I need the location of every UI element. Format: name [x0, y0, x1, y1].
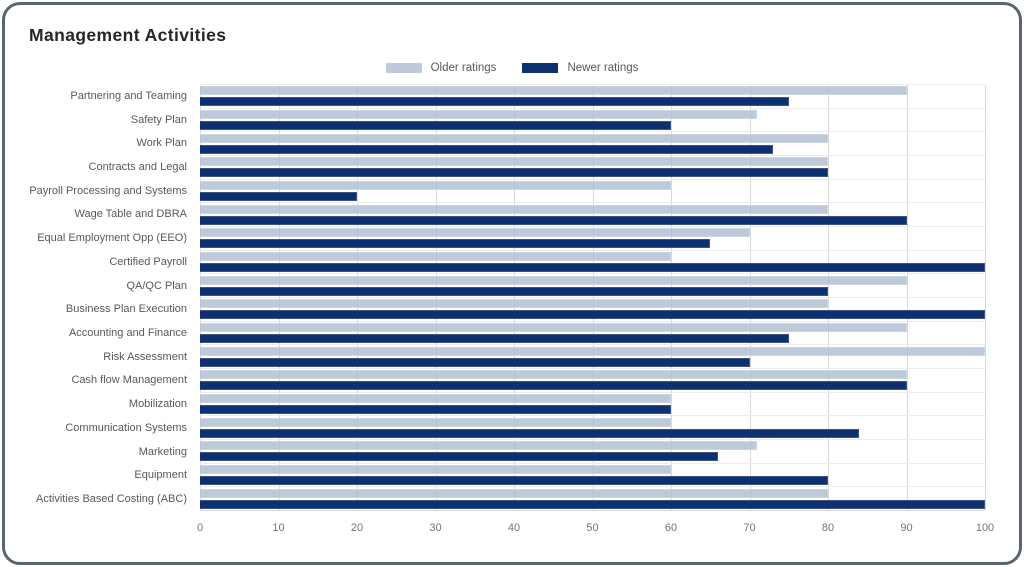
legend-swatch-newer: [522, 63, 559, 73]
category-label: Safety Plan: [130, 113, 187, 126]
bar-older: [200, 86, 907, 96]
category-label: Marketing: [138, 445, 187, 458]
gridline: [985, 85, 986, 510]
bar-older: [200, 370, 907, 380]
category-label: Cash flow Management: [71, 374, 187, 387]
bar-older: [200, 157, 828, 167]
x-tick-label: 70: [743, 522, 756, 534]
category-label: Equal Employment Opp (EEO): [37, 232, 187, 245]
category-label: Partnering and Teaming: [70, 89, 187, 102]
legend: Older ratings Newer ratings: [5, 62, 1019, 74]
category-label: Contracts and Legal: [88, 161, 187, 174]
bar-older: [200, 394, 671, 404]
category-label: Business Plan Execution: [65, 303, 187, 316]
bar-newer: [200, 310, 985, 320]
bar-newer: [200, 239, 711, 249]
x-axis: 0 10 20 30 40 50 60 70 80 90 100: [196, 516, 994, 536]
bar-older: [200, 181, 671, 191]
bar-newer: [200, 263, 985, 273]
bar-row: [200, 416, 985, 441]
bar-older: [200, 252, 671, 262]
bar-row: [200, 203, 985, 228]
bar-row: [200, 156, 985, 180]
category-label: Activities Based Costing (ABC): [36, 493, 187, 506]
x-tick-label: 10: [272, 522, 285, 534]
x-tick-label: 0: [196, 522, 204, 534]
x-tick-label: 100: [975, 522, 995, 534]
bar-newer: [200, 215, 907, 225]
bar-older: [200, 299, 828, 309]
legend-item-newer: Newer ratings: [522, 62, 638, 74]
bar-older: [200, 417, 671, 427]
bar-older: [200, 228, 750, 238]
bar-newer: [200, 476, 828, 486]
bar-older: [200, 488, 828, 498]
bar-newer: [200, 121, 671, 130]
bar-newer: [200, 286, 828, 296]
chart-title: Management Activities: [29, 25, 227, 45]
bar-row: [200, 85, 985, 109]
bar-newer: [200, 452, 719, 462]
category-label: Equipment: [134, 469, 187, 482]
legend-label: Older ratings: [430, 62, 497, 74]
bar-newer: [200, 168, 828, 178]
bar-newer: [200, 357, 750, 367]
bar-row: [200, 487, 985, 510]
bar-row: [200, 132, 985, 157]
category-label: Accounting and Finance: [68, 327, 187, 340]
bar-row: [200, 393, 985, 417]
bar-row: [200, 227, 985, 251]
bar-older: [200, 346, 985, 356]
bar-older: [200, 441, 758, 451]
x-tick-label: 20: [350, 522, 364, 534]
bar-row: [200, 440, 985, 464]
x-tick-label: 90: [900, 522, 913, 534]
x-tick-label: 60: [664, 522, 678, 534]
bar-rows: [200, 85, 985, 510]
x-tick-label: 80: [821, 522, 835, 534]
legend-swatch-older: [385, 63, 422, 73]
x-tick-label: 50: [586, 522, 599, 534]
bar-newer: [200, 381, 907, 391]
bar-newer: [200, 428, 860, 438]
bar-newer: [200, 405, 671, 415]
bar-newer: [200, 334, 789, 344]
category-label: Payroll Processing and Systems: [29, 184, 187, 197]
category-label: Communication Systems: [65, 421, 187, 434]
x-tick-label: 30: [429, 522, 442, 534]
category-label: Work Plan: [136, 137, 187, 150]
category-label: Mobilization: [128, 398, 187, 411]
x-tick-label: 40: [507, 522, 521, 534]
legend-item-older: Older ratings: [385, 62, 497, 74]
bar-row: [200, 109, 985, 133]
bar-older: [200, 204, 828, 214]
plot-area: [200, 84, 986, 511]
category-label: Risk Assessment: [103, 350, 187, 363]
bar-row: [200, 274, 985, 299]
legend-label: Newer ratings: [567, 62, 639, 74]
bar-older: [200, 275, 907, 285]
bar-newer: [200, 499, 985, 509]
bar-older: [200, 133, 828, 143]
bar-row: [200, 251, 985, 275]
bar-row: [200, 322, 985, 346]
category-label: Wage Table and DBRA: [74, 208, 187, 221]
bar-older: [200, 465, 671, 475]
category-labels: Partnering and Teaming Safety Plan Work Pl…: [5, 84, 194, 511]
bar-newer: [200, 97, 789, 107]
category-label: QA/QC Plan: [126, 279, 187, 292]
bar-newer: [200, 144, 774, 154]
bar-older: [200, 110, 758, 119]
bar-row: [200, 298, 985, 322]
bar-older: [200, 323, 907, 333]
bar-row: [200, 464, 985, 488]
bar-newer: [200, 192, 357, 202]
bar-row: [200, 345, 985, 370]
category-label: Certified Payroll: [109, 255, 187, 268]
bar-row: [200, 180, 985, 204]
bar-row: [200, 369, 985, 393]
